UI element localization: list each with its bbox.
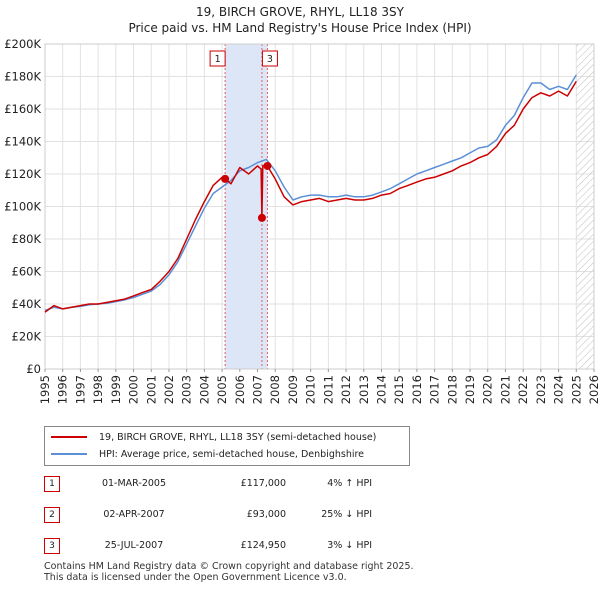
transaction-hpi: 3% ↓ HPI: [327, 540, 372, 551]
legend-swatch-property: [51, 436, 87, 438]
x-tick-label: 1995: [38, 375, 52, 404]
x-tick-label: 2007: [251, 375, 265, 404]
transaction-number: 2: [44, 507, 60, 523]
x-tick-label: 2003: [180, 375, 194, 404]
x-tick-label: 2021: [498, 375, 512, 404]
plot-frame: [44, 43, 595, 370]
y-tick-label: £0: [26, 362, 41, 376]
price-chart: £0 £20K £40K £60K £80K £100K £120K £140K £160K £1…: [4, 37, 600, 404]
footer: Contains HM Land Registry data © Crown c…: [44, 561, 414, 583]
x-tick-label: 2013: [357, 375, 371, 404]
y-tick-label: £100K: [4, 200, 41, 214]
future-hatch: [576, 44, 594, 369]
transaction-row: 2 02-APR-2007 £93,000 25% ↓ HPI: [44, 506, 464, 524]
legend-label-property: 19, BIRCH GROVE, RHYL, LL18 3SY (semi-de…: [99, 431, 377, 443]
footer-license: This data is licensed under the Open Gov…: [44, 572, 347, 583]
x-tick-label: 2012: [339, 375, 353, 404]
sale-point: [263, 161, 272, 170]
x-tick-label: 2000: [127, 375, 141, 404]
x-tick-label: 1998: [91, 375, 105, 404]
legend-swatch-hpi: [51, 453, 87, 455]
transaction-date: 25-JUL-2007: [104, 540, 164, 551]
chart-title: 19, BIRCH GROVE, RHYL, LL18 3SY: [196, 5, 404, 19]
y-tick-label: £40K: [12, 297, 42, 311]
x-tick-label: 2011: [321, 375, 335, 404]
hpi-line: [44, 74, 577, 312]
x-tick-label: 2026: [587, 375, 600, 404]
sale-label: 1: [215, 54, 221, 65]
sale-label: 3: [267, 54, 273, 65]
transaction-hpi: 4% ↑ HPI: [327, 478, 372, 489]
y-tick-label: £200K: [4, 37, 41, 51]
x-tick-label: 2022: [516, 375, 530, 404]
transaction-date: 01-MAR-2005: [101, 478, 167, 489]
x-tick-label: 2002: [162, 375, 176, 404]
y-tick-label: £60K: [12, 265, 42, 279]
sale-point: [221, 174, 230, 183]
x-tick-label: 2015: [392, 375, 406, 404]
transaction-price: £124,950: [240, 540, 286, 551]
legend-item-hpi: HPI: Average price, semi-detached house,…: [51, 447, 364, 461]
x-tick-label: 2004: [197, 375, 211, 404]
y-tick-label: £120K: [4, 167, 41, 181]
y-tick-label: £180K: [4, 70, 41, 84]
sale-label-box: [261, 50, 278, 67]
transaction-date: 02-APR-2007: [103, 509, 165, 520]
x-tick-label: 2006: [233, 375, 247, 404]
transaction-row: 1 01-MAR-2005 £117,000 4% ↑ HPI: [44, 475, 464, 493]
transaction-hpi: 25% ↓ HPI: [321, 509, 372, 520]
x-tick-label: 2009: [286, 375, 300, 404]
x-tick-label: 2008: [268, 375, 282, 404]
property-price-line: [44, 81, 577, 313]
x-tick-label: 1997: [73, 375, 87, 404]
x-tick-label: 2025: [569, 375, 583, 404]
footer-copyright: Contains HM Land Registry data © Crown c…: [44, 561, 414, 572]
x-tick-label: 1999: [109, 375, 123, 404]
x-tick-label: 2019: [463, 375, 477, 404]
x-tick-label: 2023: [534, 375, 548, 404]
legend: 19, BIRCH GROVE, RHYL, LL18 3SY (semi-de…: [44, 426, 410, 466]
x-tick-label: 2001: [144, 375, 158, 404]
transaction-row: 3 25-JUL-2007 £124,950 3% ↓ HPI: [44, 537, 464, 555]
x-tick-label: 2018: [445, 375, 459, 404]
sale-label-box: [209, 50, 226, 67]
x-tick-label: 2017: [428, 375, 442, 404]
x-tick-label: 2010: [304, 375, 318, 404]
x-tick-label: 2016: [410, 375, 424, 404]
shaded-period: [225, 44, 268, 369]
transaction-price: £117,000: [240, 478, 286, 489]
x-tick-label: 2005: [215, 375, 229, 404]
x-tick-label: 1996: [56, 375, 70, 404]
chart-subtitle: Price paid vs. HM Land Registry's House …: [128, 21, 472, 35]
transaction-price: £93,000: [246, 509, 286, 520]
sale-point: [257, 213, 266, 222]
y-tick-label: £80K: [12, 232, 42, 246]
transaction-number: 1: [44, 476, 60, 492]
y-tick-label: £20K: [12, 330, 42, 344]
y-tick-label: £160K: [4, 102, 41, 116]
transaction-number: 3: [44, 538, 60, 554]
x-tick-label: 2014: [374, 375, 388, 404]
x-tick-label: 2020: [481, 375, 495, 404]
x-tick-label: 2024: [552, 375, 566, 404]
legend-label-hpi: HPI: Average price, semi-detached house,…: [99, 448, 365, 460]
legend-item-property: 19, BIRCH GROVE, RHYL, LL18 3SY (semi-de…: [51, 430, 376, 444]
y-tick-label: £140K: [4, 135, 41, 149]
